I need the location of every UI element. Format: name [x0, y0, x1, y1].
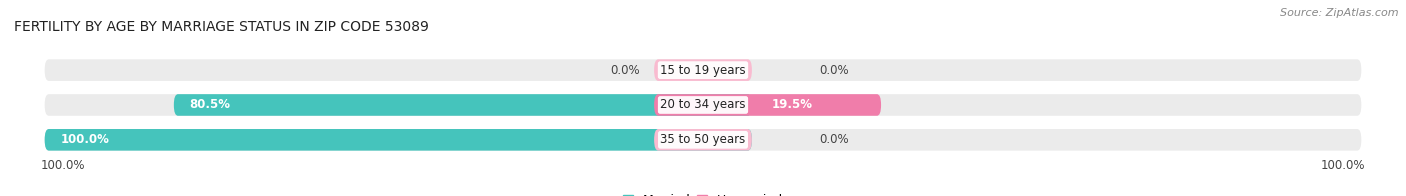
FancyBboxPatch shape [654, 94, 882, 116]
Text: 100.0%: 100.0% [1322, 159, 1365, 172]
Text: 15 to 19 years: 15 to 19 years [661, 64, 745, 77]
FancyBboxPatch shape [45, 59, 1361, 81]
Text: FERTILITY BY AGE BY MARRIAGE STATUS IN ZIP CODE 53089: FERTILITY BY AGE BY MARRIAGE STATUS IN Z… [14, 20, 429, 34]
Text: 100.0%: 100.0% [41, 159, 84, 172]
Text: 100.0%: 100.0% [60, 133, 110, 146]
Text: 0.0%: 0.0% [610, 64, 640, 77]
Text: 0.0%: 0.0% [820, 64, 849, 77]
FancyBboxPatch shape [45, 94, 1361, 116]
FancyBboxPatch shape [174, 94, 752, 116]
FancyBboxPatch shape [45, 129, 752, 151]
Legend: Married, Unmarried: Married, Unmarried [623, 194, 783, 196]
Text: 20 to 34 years: 20 to 34 years [661, 98, 745, 112]
FancyBboxPatch shape [654, 59, 752, 81]
FancyBboxPatch shape [654, 129, 752, 151]
Text: 0.0%: 0.0% [820, 133, 849, 146]
Text: 80.5%: 80.5% [190, 98, 231, 112]
FancyBboxPatch shape [45, 129, 1361, 151]
Text: 35 to 50 years: 35 to 50 years [661, 133, 745, 146]
Text: Source: ZipAtlas.com: Source: ZipAtlas.com [1281, 8, 1399, 18]
Text: 19.5%: 19.5% [772, 98, 813, 112]
